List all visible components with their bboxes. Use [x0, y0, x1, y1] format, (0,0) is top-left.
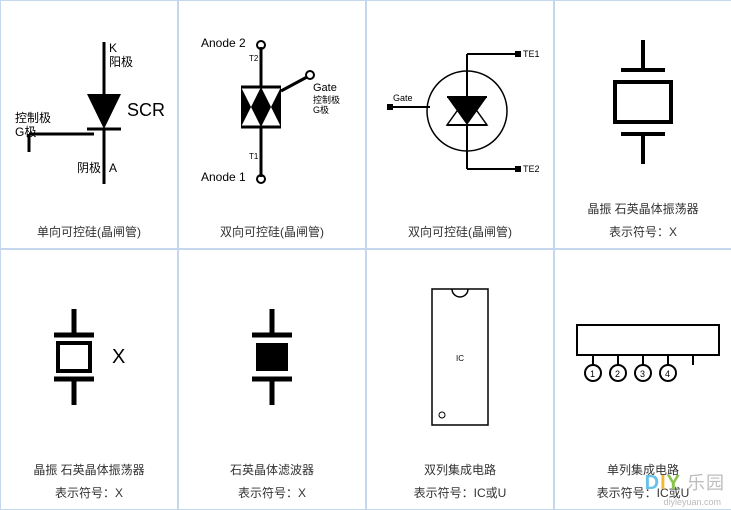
symbol-label: 表示符号：X — [55, 484, 123, 501]
label-k: K — [109, 41, 117, 55]
label-te1: TE1 — [523, 49, 540, 59]
svg-text:4: 4 — [665, 369, 670, 379]
cell-crystal3: 石英晶体滤波器 表示符号：X — [178, 249, 366, 510]
cell-crystal2: X 晶振 石英晶体振荡器 表示符号：X — [0, 249, 178, 510]
symbol-sip-ic: 1 2 3 4 — [563, 258, 723, 458]
label-ctrl2: 控制极 — [313, 94, 340, 105]
label-t1: T1 — [249, 152, 259, 161]
svg-text:1: 1 — [590, 369, 595, 379]
cell-crystal1: 晶振 石英晶体振荡器 表示符号：X — [554, 0, 731, 249]
symbol-crystal2: X — [9, 258, 169, 458]
cell-sip-ic: 1 2 3 4 单列集成电路 表示符号：IC或U DIY 乐园 diyleyua… — [554, 249, 731, 510]
caption: 晶振 石英晶体振荡器 — [33, 461, 144, 478]
label-gate: Gate — [313, 82, 337, 94]
cell-dip-ic: IC 双列集成电路 表示符号：IC或U — [366, 249, 554, 510]
watermark-site: diyleyuan.com — [663, 497, 721, 507]
symbol-grid: K 阳极 控制极 G极 阴极 A SCR 单向可控硅(晶闸管) — [0, 0, 731, 510]
label-yang: 阳极 — [109, 55, 133, 69]
symbol-dip-ic: IC — [375, 258, 545, 458]
label-ic: IC — [456, 354, 464, 363]
watermark: DIY 乐园 — [645, 469, 725, 495]
label-gate3: Gate — [393, 93, 413, 103]
label-te2: TE2 — [523, 164, 540, 174]
caption: 晶振 石英晶体振荡器 — [587, 200, 698, 217]
label-a1: Anode 1 — [201, 170, 246, 184]
symbol-label: 表示符号：IC或U — [414, 484, 507, 501]
caption: 双向可控硅(晶闸管) — [408, 223, 512, 240]
symbol-triac2: Gate TE1 TE2 — [375, 9, 545, 219]
label-a: A — [109, 161, 117, 175]
caption: 双向可控硅(晶闸管) — [220, 223, 324, 240]
label-yin: 阴极 — [77, 161, 101, 175]
wm-y: Y — [667, 472, 681, 494]
symbol-crystal1 — [563, 9, 723, 196]
caption: 单向可控硅(晶闸管) — [37, 223, 141, 240]
caption: 双列集成电路 — [424, 461, 496, 478]
wm-rest: 乐园 — [681, 473, 725, 493]
wm-d: D — [645, 472, 660, 494]
label-ctrl: 控制极 — [15, 111, 51, 125]
label-g: G极 — [15, 125, 36, 139]
symbol-label: 表示符号：X — [238, 484, 306, 501]
symbol-label: 表示符号：X — [609, 223, 677, 240]
label-x: X — [112, 346, 125, 368]
svg-text:2: 2 — [615, 369, 620, 379]
cell-triac2: Gate TE1 TE2 双向可控硅(晶闸管) — [366, 0, 554, 249]
cell-scr: K 阳极 控制极 G极 阴极 A SCR 单向可控硅(晶闸管) — [0, 0, 178, 249]
label-t2: T2 — [249, 54, 259, 63]
cell-triac1: Anode 2 T2 Gate 控制极 G极 T1 Anode 1 双向可控硅(… — [178, 0, 366, 249]
label-g2: G极 — [313, 104, 329, 115]
caption: 石英晶体滤波器 — [230, 461, 314, 478]
svg-text:3: 3 — [640, 369, 645, 379]
symbol-scr: K 阳极 控制极 G极 阴极 A SCR — [9, 9, 169, 219]
symbol-crystal3 — [187, 258, 357, 458]
label-scr: SCR — [127, 100, 165, 120]
label-a2: Anode 2 — [201, 36, 246, 50]
symbol-triac1: Anode 2 T2 Gate 控制极 G极 T1 Anode 1 — [187, 9, 357, 219]
